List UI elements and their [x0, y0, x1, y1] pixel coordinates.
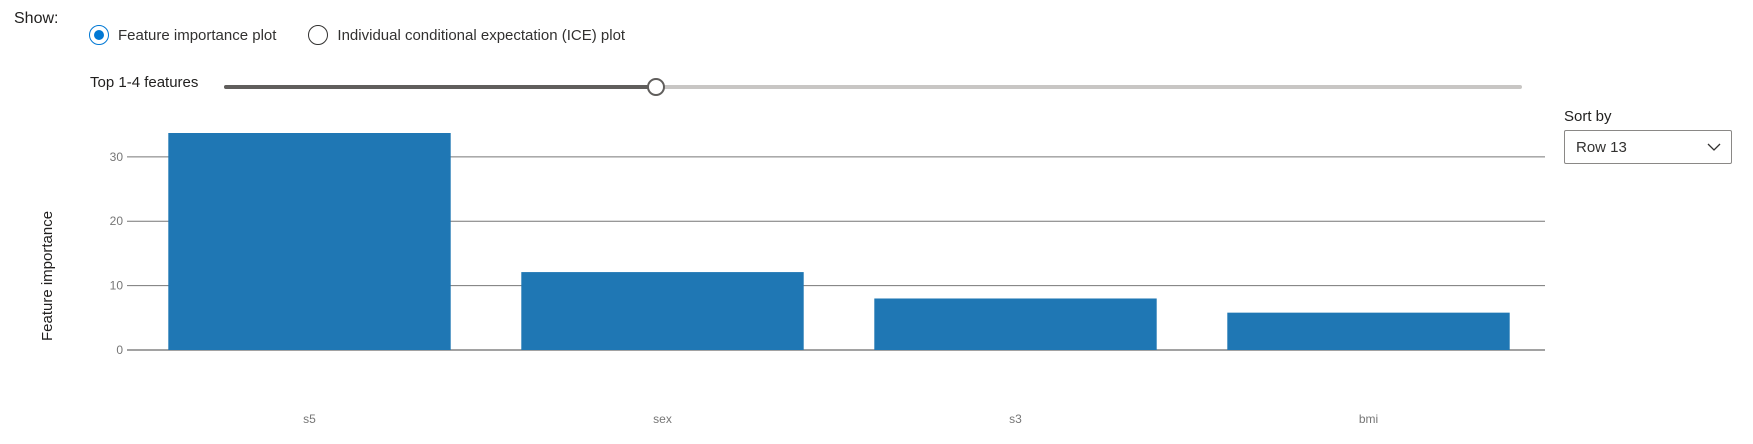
feature-importance-chart: Feature importance 0 10 20 30 s5 sex s3 bmi [39, 133, 1545, 426]
sort-by-dropdown[interactable]: Row 13 [1564, 130, 1732, 164]
y-axis-label: Feature importance [39, 211, 56, 341]
feature-importance-radio-label: Feature importance plot [118, 26, 277, 44]
radio-checked-icon [89, 25, 109, 45]
bar [521, 272, 804, 350]
ice-plot-radio-label: Individual conditional expectation (ICE)… [337, 26, 626, 44]
slider-track [224, 85, 1522, 89]
chevron-down-icon [1707, 143, 1721, 151]
sort-by-label: Sort by [1564, 108, 1612, 125]
top-features-slider[interactable] [224, 77, 1522, 97]
slider-thumb[interactable] [647, 78, 666, 96]
x-tick-label: s5 [303, 412, 316, 426]
y-tick-label: 10 [110, 279, 124, 293]
y-tick-label: 30 [110, 150, 124, 164]
sort-by-value: Row 13 [1576, 138, 1627, 156]
bar [874, 298, 1157, 350]
feature-importance-radio[interactable]: Feature importance plot [89, 25, 276, 45]
x-tick-label: s3 [1009, 412, 1022, 426]
x-tick-label: bmi [1359, 412, 1378, 426]
y-tick-label: 20 [110, 214, 124, 228]
bar [1227, 312, 1510, 350]
y-tick-label: 0 [116, 343, 123, 357]
show-label: Show: [14, 10, 59, 27]
radio-unchecked-icon [308, 25, 329, 45]
ice-plot-radio[interactable]: Individual conditional expectation (ICE)… [308, 25, 625, 45]
slider-fill [224, 85, 657, 89]
x-tick-label: sex [653, 412, 672, 426]
bar [168, 133, 451, 350]
plot-type-radio-group: Feature importance plot Individual condi… [89, 25, 657, 45]
top-features-label: Top 1-4 features [90, 74, 199, 91]
